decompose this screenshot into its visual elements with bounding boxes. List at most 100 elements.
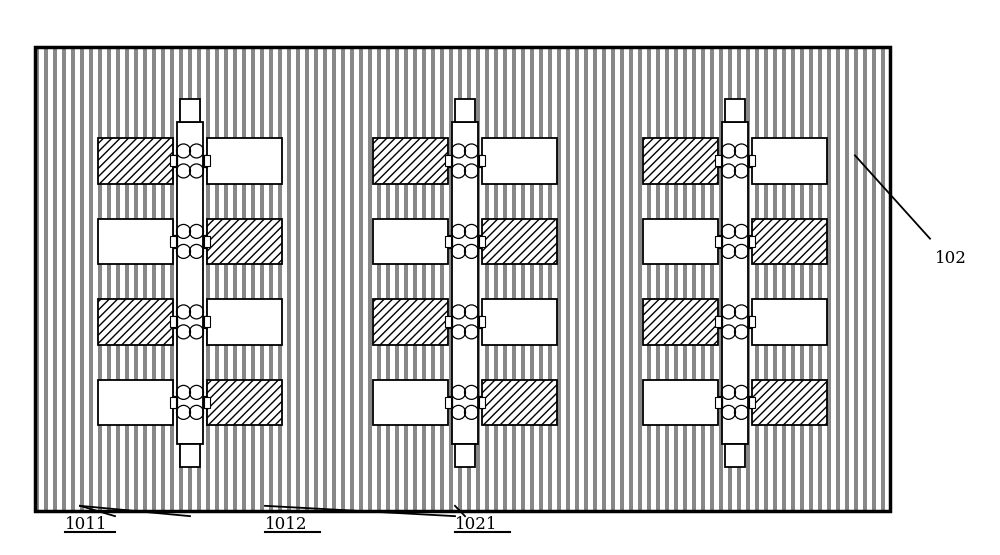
Bar: [748, 316, 752, 328]
Bar: [773, 47, 777, 511]
Bar: [643, 219, 718, 264]
Bar: [107, 47, 111, 511]
Bar: [269, 47, 273, 511]
Bar: [566, 47, 570, 511]
Bar: [643, 299, 718, 345]
Bar: [748, 235, 752, 248]
Bar: [458, 47, 462, 511]
Bar: [98, 380, 173, 425]
Bar: [448, 235, 452, 248]
Bar: [431, 47, 435, 511]
Bar: [548, 47, 552, 511]
Bar: [440, 47, 444, 511]
Bar: [173, 316, 177, 328]
Bar: [323, 47, 327, 511]
Bar: [521, 47, 525, 511]
Bar: [395, 47, 399, 511]
Bar: [620, 47, 624, 511]
Bar: [476, 47, 480, 511]
Bar: [752, 138, 827, 184]
Bar: [242, 47, 246, 511]
Bar: [296, 47, 300, 511]
Bar: [251, 47, 255, 511]
Bar: [701, 47, 705, 511]
Bar: [116, 47, 120, 511]
Bar: [197, 47, 201, 511]
Bar: [752, 219, 827, 264]
Bar: [718, 396, 722, 408]
Bar: [170, 155, 176, 166]
Bar: [452, 122, 478, 444]
Bar: [332, 47, 336, 511]
Bar: [818, 47, 822, 511]
Bar: [752, 299, 827, 345]
Bar: [206, 47, 210, 511]
Bar: [872, 47, 876, 511]
Bar: [207, 299, 282, 345]
Bar: [752, 380, 827, 425]
Bar: [629, 47, 633, 511]
Bar: [170, 47, 174, 511]
Bar: [278, 47, 282, 511]
Bar: [173, 396, 177, 408]
Bar: [422, 47, 426, 511]
Bar: [737, 47, 741, 511]
Bar: [503, 47, 507, 511]
Bar: [455, 99, 475, 122]
Bar: [722, 122, 748, 444]
Bar: [89, 47, 93, 511]
Bar: [827, 47, 831, 511]
Bar: [35, 47, 890, 511]
Text: 1012: 1012: [265, 516, 308, 533]
Bar: [204, 236, 210, 247]
Bar: [643, 380, 718, 425]
Bar: [638, 47, 642, 511]
Bar: [203, 316, 207, 328]
Bar: [170, 236, 176, 247]
Bar: [715, 236, 721, 247]
Bar: [152, 47, 156, 511]
Text: 1011: 1011: [65, 516, 108, 533]
Bar: [479, 397, 485, 408]
Bar: [373, 299, 448, 345]
Bar: [719, 47, 723, 511]
Bar: [448, 155, 452, 167]
Bar: [755, 47, 759, 511]
Bar: [373, 138, 448, 184]
Bar: [373, 219, 448, 264]
Text: 1021: 1021: [455, 516, 498, 533]
Bar: [134, 47, 138, 511]
Bar: [800, 47, 804, 511]
Bar: [203, 155, 207, 167]
Bar: [314, 47, 318, 511]
Bar: [233, 47, 237, 511]
Bar: [749, 236, 755, 247]
Bar: [341, 47, 345, 511]
Bar: [180, 99, 200, 122]
Bar: [512, 47, 516, 511]
Bar: [593, 47, 597, 511]
Bar: [674, 47, 678, 511]
Bar: [445, 155, 451, 166]
Bar: [98, 299, 173, 345]
Bar: [748, 396, 752, 408]
Bar: [718, 316, 722, 328]
Bar: [287, 47, 291, 511]
Bar: [854, 47, 858, 511]
Bar: [204, 397, 210, 408]
Bar: [478, 155, 482, 167]
Bar: [215, 47, 219, 511]
Bar: [449, 47, 453, 511]
Bar: [467, 47, 471, 511]
Bar: [161, 47, 165, 511]
Bar: [782, 47, 786, 511]
Bar: [479, 316, 485, 327]
Bar: [455, 444, 475, 467]
Bar: [448, 316, 452, 328]
Bar: [692, 47, 696, 511]
Bar: [445, 316, 451, 327]
Text: 102: 102: [935, 250, 967, 267]
Bar: [377, 47, 381, 511]
Bar: [207, 138, 282, 184]
Bar: [404, 47, 408, 511]
